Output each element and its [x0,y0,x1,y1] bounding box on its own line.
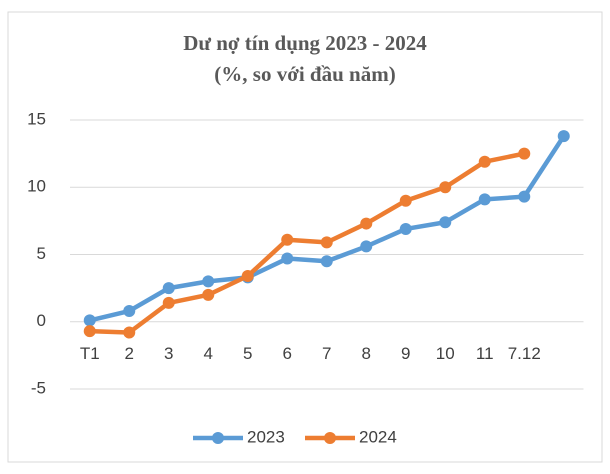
point [399,194,412,207]
x-tick-label: 7 [322,344,331,363]
x-tick-label: T1 [80,344,100,363]
x-tick-label: 3 [164,344,173,363]
x-tick-label: 10 [436,344,455,363]
point [281,233,294,246]
point [162,282,175,295]
point [123,304,136,317]
point [439,216,452,229]
x-tick-label: 2 [125,344,134,363]
point [439,181,452,194]
x-tick-label: 9 [401,344,410,363]
point [360,240,373,253]
point [202,288,215,301]
x-tick-label: 4 [204,344,213,363]
point [518,147,531,160]
point [162,296,175,309]
point [478,193,491,206]
x-tick-label: 8 [362,344,371,363]
point [123,326,136,339]
x-tick-label: 11 [476,344,494,363]
point [399,222,412,235]
point [202,275,215,288]
y-tick-label: 0 [37,311,46,330]
y-tick-label: 5 [37,244,46,263]
point [241,270,254,283]
chart-frame [7,11,603,463]
legend-label: 2024 [359,427,397,446]
x-tick-label: 6 [283,344,292,363]
point [478,155,491,168]
legend-marker [212,432,224,444]
chart-title: Dư nợ tín dụng 2023 - 2024 [183,31,427,55]
y-tick-label: -5 [31,378,46,397]
point [557,130,570,143]
legend-label: 2023 [247,427,285,446]
x-tick-label: 5 [243,344,252,363]
x-tick-label: 7.12 [508,344,541,363]
point [83,325,96,338]
y-tick-label: 10 [27,177,46,196]
point [360,217,373,230]
point [320,236,333,249]
series-line [89,151,525,335]
point [83,314,96,327]
point [320,255,333,268]
point [518,190,531,203]
legend-marker [324,432,336,444]
chart-subtitle: (%, so với đầu năm) [214,62,395,86]
y-tick-label: 15 [27,109,46,128]
point [281,252,294,265]
